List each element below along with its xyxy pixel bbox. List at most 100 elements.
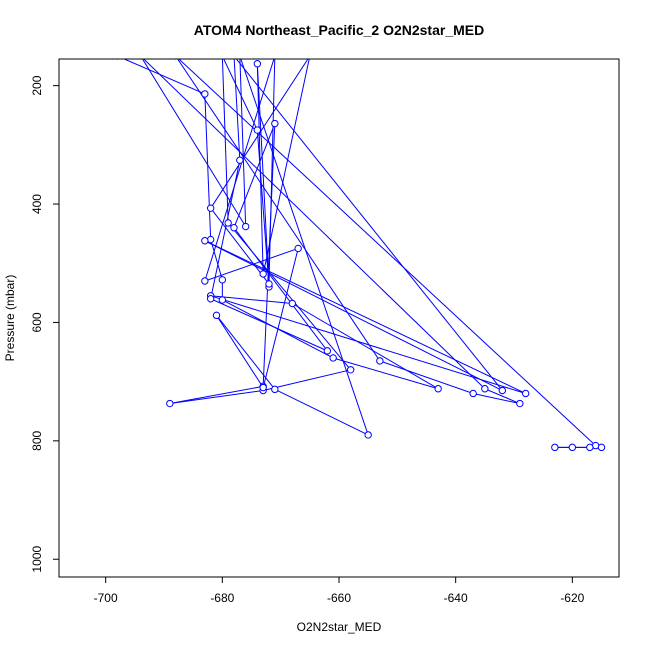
x-tick-label: -680 xyxy=(210,591,234,605)
series-line-segment xyxy=(204,59,275,282)
y-tick-label: 800 xyxy=(30,431,44,451)
data-point xyxy=(521,389,530,398)
series-line-segment xyxy=(216,315,264,388)
data-point xyxy=(231,59,237,60)
data-point xyxy=(568,443,577,452)
series-line-segment xyxy=(204,247,299,282)
data-point xyxy=(551,443,559,452)
x-tick-label: -620 xyxy=(560,591,584,605)
data-point xyxy=(253,60,262,68)
data-point xyxy=(307,59,313,60)
data-point xyxy=(201,277,209,285)
data-point xyxy=(516,399,524,408)
data-point xyxy=(224,219,232,227)
series-line-segment xyxy=(268,59,276,284)
series-line-segment xyxy=(333,357,439,390)
data-point xyxy=(236,156,244,164)
series-line-segment xyxy=(235,59,503,391)
data-point xyxy=(201,237,209,245)
series-line-segment xyxy=(216,315,276,390)
data-point xyxy=(376,357,384,365)
series-line-segment xyxy=(169,385,264,405)
series-line-segment xyxy=(240,59,369,436)
data-point xyxy=(253,126,262,134)
y-tick-label: 400 xyxy=(30,194,44,214)
data-point xyxy=(265,280,273,288)
series-line-segment xyxy=(379,360,474,394)
x-tick-label: -700 xyxy=(94,591,118,605)
data-point xyxy=(212,311,221,320)
data-point xyxy=(586,443,594,452)
series-line-segment xyxy=(178,59,597,446)
data-point xyxy=(259,383,267,392)
chart-title: ATOM4 Northeast_Pacific_2 O2N2star_MED xyxy=(194,22,484,38)
series-line-segment xyxy=(274,388,369,436)
series-line-segment xyxy=(239,59,247,227)
series-line-segment xyxy=(262,248,299,388)
series-line-segment xyxy=(262,59,310,275)
plot-area xyxy=(115,59,606,452)
data-point xyxy=(206,235,215,244)
data-point xyxy=(138,59,143,60)
series-line-segment xyxy=(227,222,352,371)
data-point xyxy=(294,244,302,253)
data-point xyxy=(237,59,243,60)
series-line-segment xyxy=(221,59,229,224)
data-point xyxy=(271,119,279,128)
y-tick-label: 200 xyxy=(30,75,44,95)
data-point xyxy=(173,59,178,60)
data-point xyxy=(206,204,215,212)
data-point xyxy=(597,443,606,452)
series-line-segment xyxy=(256,63,270,287)
series-line-segment xyxy=(169,390,264,405)
data-point xyxy=(498,386,507,395)
x-axis: -700 -680 -660 -640 -620 xyxy=(94,577,585,605)
series-line-segment xyxy=(210,239,223,280)
series-line-segment xyxy=(141,59,247,227)
series-line-segment xyxy=(256,63,264,274)
data-point xyxy=(218,296,227,304)
y-axis: 200 400 600 800 1000 xyxy=(30,75,59,573)
series-line-segment xyxy=(204,93,212,240)
x-axis-label: O2N2star_MED xyxy=(297,620,382,634)
x-tick-label: -660 xyxy=(327,591,351,605)
data-point xyxy=(115,59,120,60)
series-line-segment xyxy=(256,130,270,287)
series-line-segment xyxy=(210,207,270,285)
data-point xyxy=(271,385,279,394)
series-line-segment xyxy=(262,123,276,387)
data-point xyxy=(218,276,227,284)
series-line-segment xyxy=(473,392,520,405)
data-point xyxy=(272,59,278,60)
y-tick-label: 1000 xyxy=(30,546,44,573)
data-point xyxy=(346,366,355,374)
data-point xyxy=(241,222,250,231)
series-line-segment xyxy=(204,240,526,394)
y-tick-label: 600 xyxy=(30,312,44,332)
series-line-segment xyxy=(177,59,381,362)
data-point xyxy=(481,385,489,393)
series-line-segment xyxy=(122,59,206,95)
data-point xyxy=(259,270,267,278)
series-line-segment xyxy=(233,59,241,161)
data-point xyxy=(206,295,215,303)
data-point xyxy=(220,59,225,60)
data-point xyxy=(469,389,477,398)
plot-frame xyxy=(58,58,620,578)
series-line-segment xyxy=(292,303,439,390)
series-line-segment xyxy=(143,59,486,390)
x-tick-label: -640 xyxy=(444,591,468,605)
data-point xyxy=(166,399,174,408)
data-point xyxy=(329,354,337,362)
data-point xyxy=(201,90,209,98)
data-point xyxy=(288,299,297,308)
data-point xyxy=(323,347,332,355)
data-point xyxy=(434,385,442,393)
series-line-segment xyxy=(233,123,276,228)
series-line-segment xyxy=(223,59,258,131)
data-point xyxy=(364,431,372,439)
y-axis-label: Pressure (mbar) xyxy=(3,275,17,362)
data-point xyxy=(230,224,238,232)
series-line-segment xyxy=(210,298,328,352)
